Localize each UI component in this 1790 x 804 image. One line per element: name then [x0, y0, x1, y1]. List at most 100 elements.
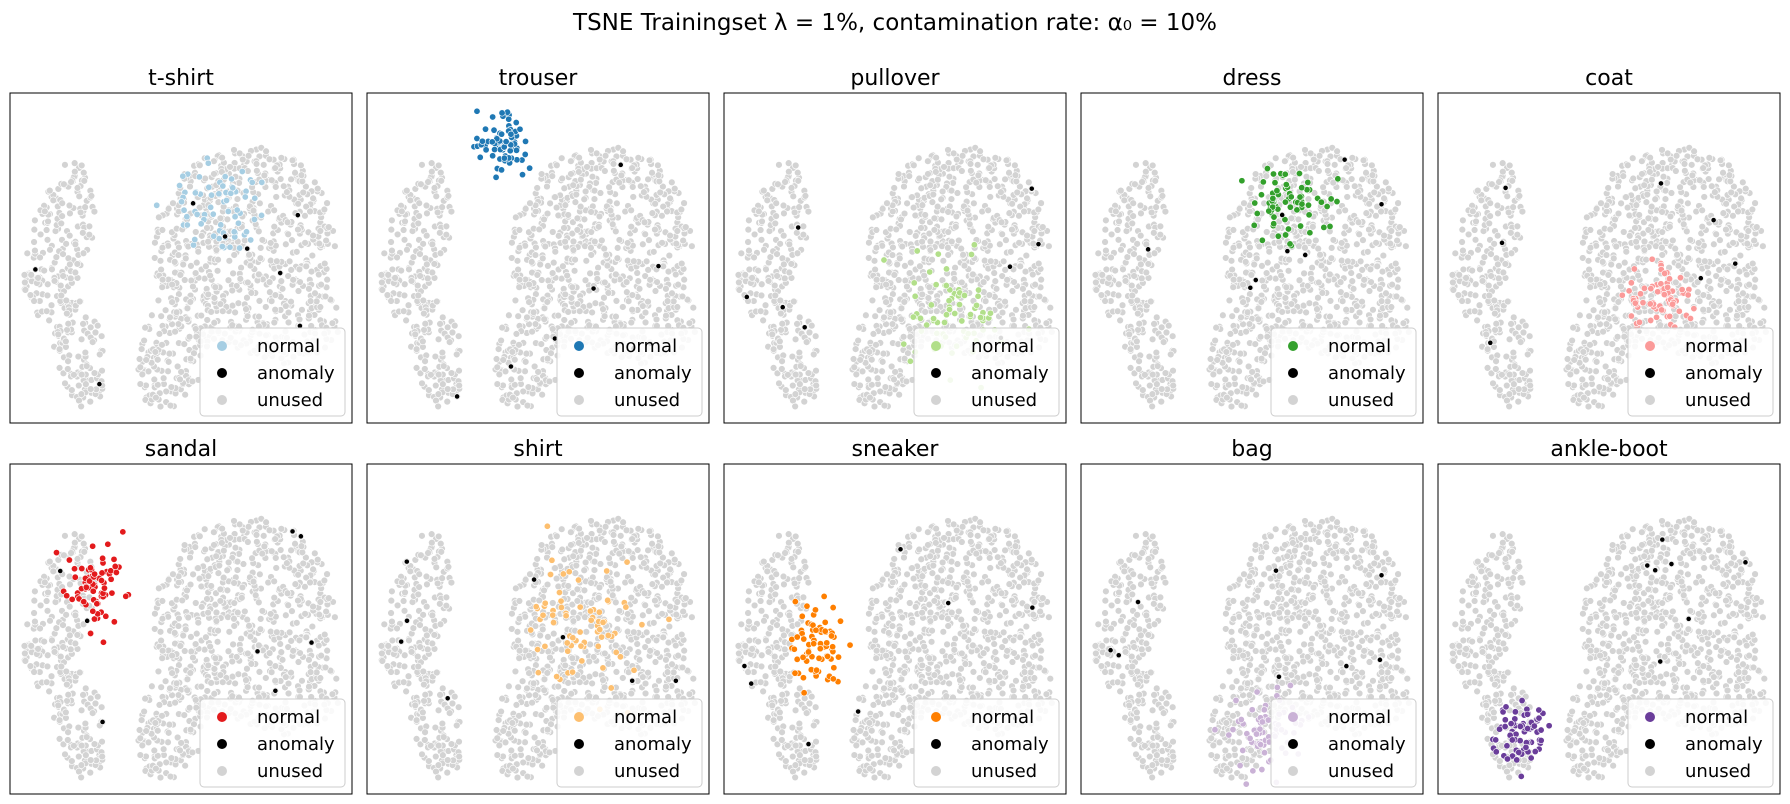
- unused-point: [569, 181, 577, 189]
- unused-point: [1327, 254, 1336, 262]
- unused-point: [1153, 313, 1161, 322]
- unused-point: [764, 277, 773, 285]
- normal-point: [258, 211, 266, 219]
- unused-point: [268, 176, 276, 184]
- normal-point: [1320, 223, 1328, 231]
- unused-point: [894, 170, 903, 178]
- unused-point: [588, 308, 596, 317]
- normal-point: [205, 183, 213, 191]
- unused-point: [1037, 199, 1045, 207]
- unused-point: [673, 303, 682, 311]
- normal-point: [153, 201, 161, 209]
- unused-point: [656, 188, 664, 197]
- unused-point: [542, 333, 551, 341]
- normal-point: [176, 182, 184, 190]
- unused-point: [679, 236, 687, 245]
- unused-point: [1235, 358, 1244, 366]
- unused-point: [1365, 287, 1374, 295]
- unused-point: [288, 156, 297, 165]
- unused-point: [944, 208, 952, 216]
- unused-point: [595, 223, 603, 231]
- normal-point: [183, 221, 191, 229]
- unused-point: [1008, 200, 1016, 208]
- unused-point: [1347, 269, 1355, 277]
- unused-point: [602, 251, 610, 259]
- unused-point: [265, 278, 274, 286]
- unused-point: [538, 276, 546, 284]
- unused-point: [1023, 231, 1031, 240]
- unused-point: [320, 205, 329, 214]
- unused-point: [780, 209, 788, 218]
- unused-point: [34, 274, 42, 282]
- unused-point: [789, 192, 797, 201]
- unused-point: [323, 275, 331, 284]
- unused-point: [1378, 267, 1387, 276]
- unused-point: [573, 214, 582, 223]
- unused-point: [576, 202, 585, 211]
- normal-point: [238, 167, 246, 175]
- unused-point: [990, 175, 999, 183]
- unused-point: [629, 193, 637, 201]
- normal-point: [1334, 175, 1342, 183]
- unused-point: [1253, 254, 1261, 263]
- normal-point: [927, 301, 935, 309]
- unused-point: [854, 336, 862, 345]
- unused-point: [678, 259, 686, 268]
- unused-point: [58, 212, 66, 220]
- unused-point: [1242, 327, 1250, 336]
- unused-point: [418, 379, 426, 388]
- unused-point: [950, 275, 959, 283]
- unused-point: [590, 195, 599, 203]
- unused-point: [448, 328, 457, 337]
- unused-point: [1211, 336, 1219, 345]
- unused-point: [1377, 297, 1386, 305]
- unused-point: [1257, 298, 1266, 306]
- unused-point: [641, 318, 650, 327]
- unused-point: [938, 187, 947, 196]
- unused-point: [65, 231, 74, 240]
- unused-point: [401, 217, 409, 226]
- unused-point: [997, 218, 1006, 226]
- unused-point: [85, 222, 94, 231]
- unused-point: [42, 226, 51, 234]
- unused-point: [1326, 297, 1335, 305]
- unused-point: [872, 244, 881, 252]
- unused-point: [1133, 337, 1141, 346]
- normal-point: [1286, 203, 1294, 211]
- unused-point: [161, 306, 170, 314]
- unused-point: [1254, 315, 1262, 323]
- unused-point: [571, 256, 579, 264]
- unused-point: [885, 327, 893, 336]
- unused-point: [1167, 350, 1175, 359]
- unused-point: [421, 365, 429, 373]
- unused-point: [211, 283, 220, 291]
- normal-point: [1282, 181, 1290, 189]
- unused-point: [508, 348, 517, 356]
- unused-point: [1132, 379, 1140, 388]
- unused-point: [1349, 285, 1358, 293]
- unused-point: [1285, 256, 1293, 264]
- unused-point: [757, 307, 765, 315]
- unused-point: [932, 154, 940, 162]
- unused-point: [790, 297, 798, 306]
- unused-point: [232, 282, 241, 290]
- normal-point: [909, 313, 917, 321]
- unused-point: [756, 226, 765, 234]
- unused-point: [581, 276, 590, 284]
- unused-point: [546, 282, 554, 291]
- unused-point: [779, 231, 788, 240]
- unused-point: [513, 402, 522, 411]
- unused-point: [436, 320, 444, 328]
- unused-point: [804, 369, 813, 377]
- unused-point: [46, 246, 54, 254]
- unused-point: [543, 209, 552, 218]
- normal-point: [226, 243, 234, 251]
- unused-point: [1277, 271, 1285, 280]
- unused-point: [960, 261, 969, 270]
- normal-point: [223, 196, 231, 204]
- unused-point: [403, 246, 411, 254]
- unused-point: [63, 309, 71, 318]
- unused-point: [223, 215, 232, 224]
- unused-point: [414, 219, 422, 228]
